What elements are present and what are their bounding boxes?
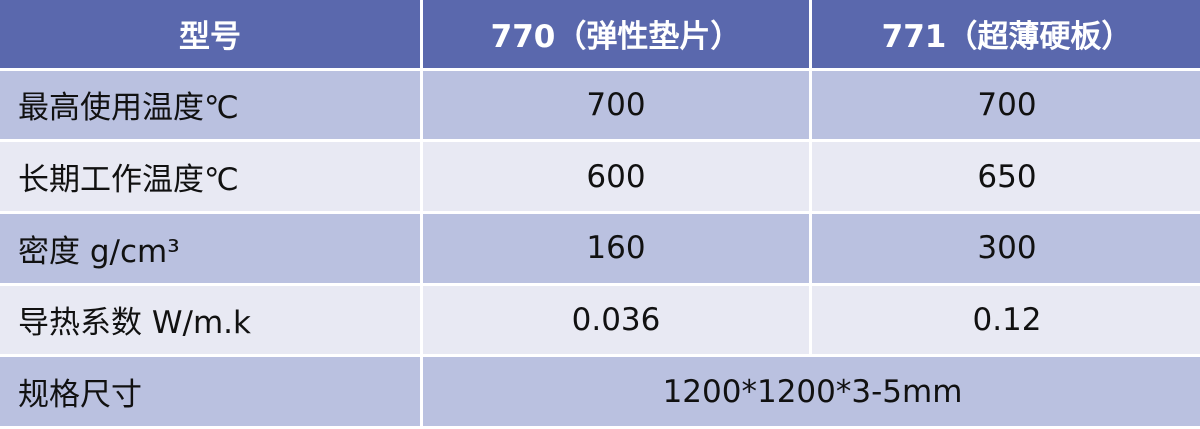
cell-770: 700 — [423, 70, 809, 140]
table-row: 长期工作温度℃ 600 650 — [0, 142, 1200, 211]
spec-row: 规格尺寸 1200*1200*3-5mm — [0, 357, 1200, 426]
cell-770: 160 — [423, 213, 809, 283]
table-row: 导热系数 W/m.k 0.036 0.12 — [0, 285, 1200, 355]
cell-770: 600 — [423, 142, 809, 211]
cell-771: 300 — [812, 213, 1200, 283]
cell-771: 700 — [812, 70, 1200, 140]
table-row: 密度 g/cm³ 160 300 — [0, 213, 1200, 283]
cell-771: 0.12 — [812, 285, 1200, 355]
table-row: 最高使用温度℃ 700 700 — [0, 70, 1200, 140]
header-row: 型号 770（弹性垫片） 771（超薄硬板） — [0, 0, 1200, 68]
row-label: 长期工作温度℃ — [0, 142, 420, 211]
header-771: 771（超薄硬板） — [812, 0, 1200, 68]
cell-770: 0.036 — [423, 285, 809, 355]
cell-771: 650 — [812, 142, 1200, 211]
row-label: 密度 g/cm³ — [0, 213, 420, 283]
row-label: 导热系数 W/m.k — [0, 285, 420, 355]
header-model: 型号 — [0, 0, 420, 68]
header-770: 770（弹性垫片） — [423, 0, 809, 68]
spec-value: 1200*1200*3-5mm — [423, 357, 1200, 426]
row-label: 规格尺寸 — [0, 357, 420, 426]
row-label: 最高使用温度℃ — [0, 70, 420, 140]
